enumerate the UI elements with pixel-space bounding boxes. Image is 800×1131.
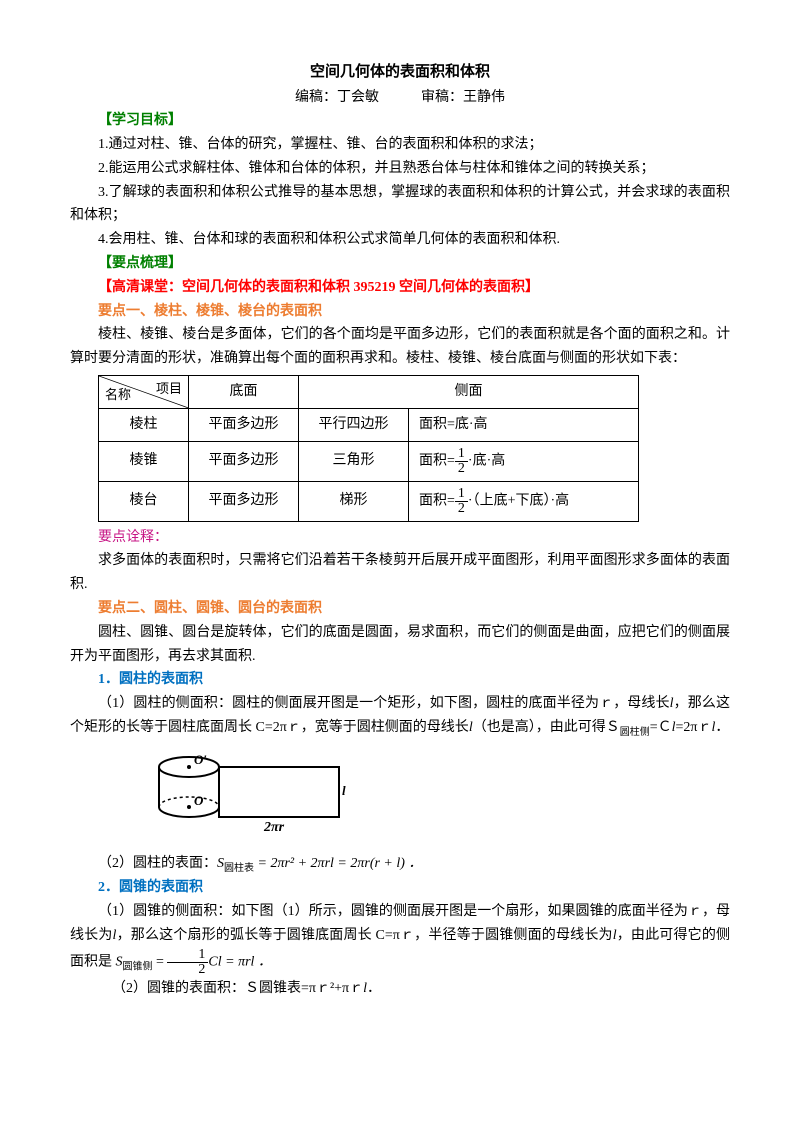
heading-annotate: 要点诠释：: [98, 530, 168, 545]
goal-4: 4.会用柱、锥、台体和球的表面积和体积公式求简单几何体的表面积和体积.: [70, 228, 730, 252]
cyl-1: （1）圆柱的侧面积：圆柱的侧面展开图是一个矩形，如下图，圆柱的底面半径为ｒ，母线…: [70, 692, 730, 741]
row2-formula: 面积=12·底·高: [409, 441, 639, 481]
author-line: 编稿：丁会敏 审稿：王静伟: [70, 86, 730, 110]
heading-hotclass: 【高清课堂：空间几何体的表面积和体积 395219 空间几何体的表面积】: [98, 280, 539, 295]
goal-3: 3.了解球的表面积和体积公式推导的基本思想，掌握球的表面积和体积的计算公式，并会…: [70, 181, 730, 229]
row3-shape: 梯形: [299, 481, 409, 521]
shape-table: 项目 名称 底面 侧面 棱柱 平面多边形 平行四边形 面积=底·高 棱锥 平面多…: [98, 375, 639, 522]
row1-formula: 面积=底·高: [409, 408, 639, 441]
goal-2: 2.能运用公式求解柱体、锥体和台体的体积，并且熟悉台体与柱体和锥体之间的转换关系…: [70, 157, 730, 181]
row3-name: 棱台: [99, 481, 189, 521]
svg-text:2πr: 2πr: [263, 820, 285, 835]
cone-1: （1）圆锥的侧面积：如下图（1）所示，圆锥的侧面展开图是一个扇形，如果圆锥的底面…: [70, 900, 730, 977]
heading-outline: 【要点梳理】: [98, 256, 182, 271]
row3-formula: 面积=12·（上底+下底）·高: [409, 481, 639, 521]
cyl-2: （2）圆柱的表面：S圆柱表 = 2πr² + 2πrl = 2πr(r + l)…: [70, 852, 730, 877]
svg-text:O: O: [194, 793, 204, 808]
annotate-text: 求多面体的表面积时，只需将它们沿着若干条棱剪开后展开成平面图形，利用平面图形求多…: [70, 549, 730, 597]
row2-shape: 三角形: [299, 441, 409, 481]
table-head-name: 名称: [105, 384, 131, 406]
row1-name: 棱柱: [99, 408, 189, 441]
point2-intro: 圆柱、圆锥、圆台是旋转体，它们的底面是圆面，易求面积，而它们的侧面是曲面，应把它…: [70, 621, 730, 669]
table-head-diag: 项目 名称: [99, 376, 189, 409]
heading-cone: 2．圆锥的表面积: [98, 880, 203, 895]
table-head-xiang: 项目: [156, 378, 182, 400]
heading-point2: 要点二、圆柱、圆锥、圆台的表面积: [98, 601, 322, 616]
cylinder-diagram: O′ O l 2πr: [154, 747, 730, 846]
doc-title: 空间几何体的表面积和体积: [70, 60, 730, 86]
heading-goals: 【学习目标】: [98, 113, 182, 128]
heading-cyl: 1．圆柱的表面积: [98, 672, 203, 687]
point1-para: 棱柱、棱锥、棱台是多面体，它们的各个面均是平面多边形，它们的表面积就是各个面的面…: [70, 323, 730, 371]
row2-base: 平面多边形: [189, 441, 299, 481]
heading-point1: 要点一、棱柱、棱锥、棱台的表面积: [98, 304, 322, 319]
svg-text:O′: O′: [194, 752, 207, 767]
svg-text:l: l: [342, 783, 346, 798]
col-side: 侧面: [299, 376, 639, 409]
cone-2: （2）圆锥的表面积：Ｓ圆锥表=πｒ²+πｒl．: [70, 977, 730, 1001]
row3-base: 平面多边形: [189, 481, 299, 521]
row1-shape: 平行四边形: [299, 408, 409, 441]
goal-1: 1.通过对柱、锥、台体的研究，掌握柱、锥、台的表面积和体积的求法；: [70, 133, 730, 157]
col-base: 底面: [189, 376, 299, 409]
row1-base: 平面多边形: [189, 408, 299, 441]
row2-name: 棱锥: [99, 441, 189, 481]
